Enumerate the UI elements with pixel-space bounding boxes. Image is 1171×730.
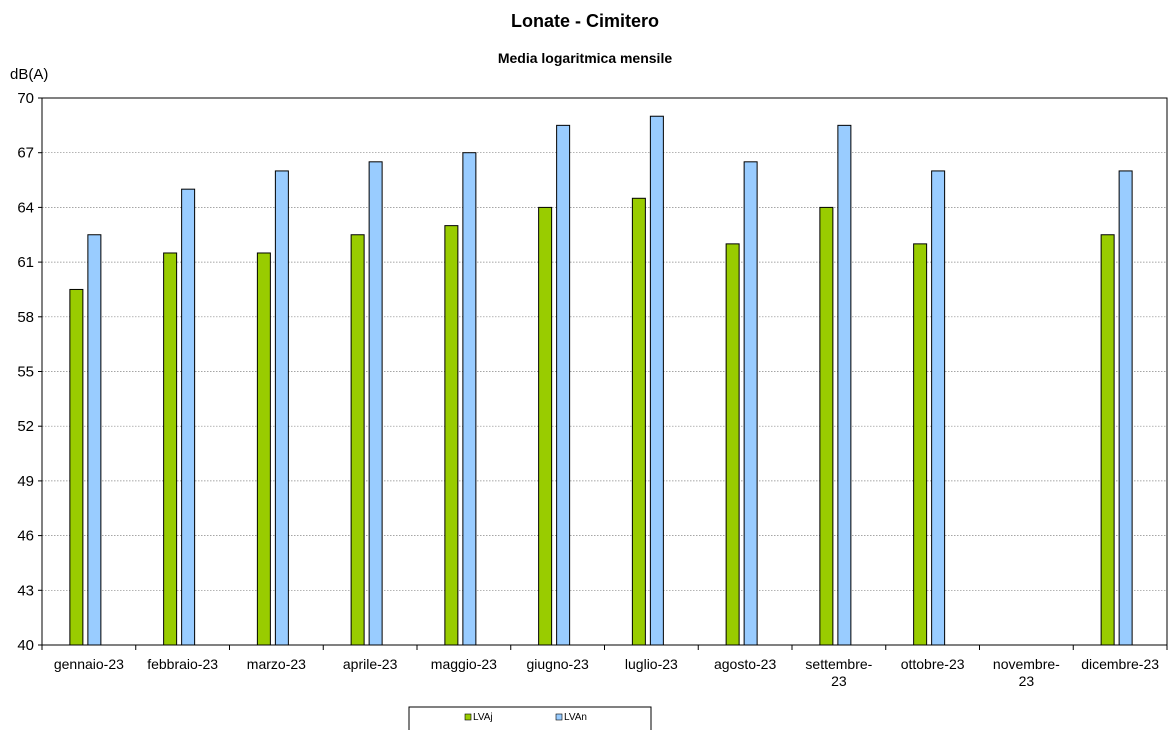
x-tick-label: febbraio-23 xyxy=(147,656,218,672)
x-tick-label: luglio-23 xyxy=(625,656,678,672)
bars xyxy=(69,115,1133,646)
x-tick-label: ottobre-23 xyxy=(901,656,965,672)
x-tick-label: dicembre-23 xyxy=(1081,656,1159,672)
y-tick-label: 40 xyxy=(17,637,34,654)
legend-label-lvan: LVAn xyxy=(564,712,587,723)
y-tick-label: 49 xyxy=(17,473,34,490)
y-tick-label: 67 xyxy=(17,145,34,162)
chart-title: Lonate - Cimitero xyxy=(511,11,659,31)
bar-lvan xyxy=(274,170,289,646)
y-tick-label: 70 xyxy=(17,90,34,107)
x-tick-label: 23 xyxy=(1019,673,1035,689)
bar-lvan xyxy=(87,234,102,646)
y-tick-label: 52 xyxy=(17,418,34,435)
x-tick-label: agosto-23 xyxy=(714,656,776,672)
legend-box xyxy=(408,706,652,730)
bar-lvaj xyxy=(913,243,928,646)
y-tick-label: 55 xyxy=(17,364,34,381)
bar-lvaj xyxy=(631,197,646,646)
y-tick-label: 43 xyxy=(17,582,34,599)
y-tick-label: 58 xyxy=(17,309,34,326)
chart-subtitle: Media logaritmica mensile xyxy=(498,50,672,66)
bar-lvan xyxy=(181,188,196,646)
x-tick-label: marzo-23 xyxy=(247,656,306,672)
bar-lvaj xyxy=(819,206,834,646)
x-tick-label: giugno-23 xyxy=(526,656,588,672)
bar-lvan xyxy=(837,124,852,646)
x-tick-label: gennaio-23 xyxy=(54,656,124,672)
bar-lvan xyxy=(649,115,664,646)
bar-lvan xyxy=(743,161,758,646)
bar-lvan xyxy=(1118,170,1133,646)
legend-swatch-lvaj xyxy=(464,713,472,721)
legend: LVAj LVAn xyxy=(408,706,652,730)
x-tick-label: settembre- xyxy=(805,656,872,672)
bar-lvaj xyxy=(444,225,459,646)
y-tick-label: 46 xyxy=(17,528,34,545)
bar-lvaj xyxy=(538,206,553,646)
y-tick-label: 64 xyxy=(17,199,34,216)
x-tick-label: novembre- xyxy=(993,656,1060,672)
bar-lvan xyxy=(556,124,571,646)
bar-lvaj xyxy=(163,252,178,646)
bar-lvaj xyxy=(256,252,271,646)
bar-lvan xyxy=(931,170,946,646)
plot-area-frame xyxy=(41,97,1168,646)
legend-label-lvaj: LVAj xyxy=(473,712,493,723)
y-axis-label: dB(A) xyxy=(10,66,48,83)
x-tick-label: 23 xyxy=(831,673,847,689)
gridlines xyxy=(42,152,1167,591)
x-tick-label: maggio-23 xyxy=(431,656,497,672)
y-tick-label: 61 xyxy=(17,254,34,271)
bar-lvaj xyxy=(725,243,740,646)
bar-lvaj xyxy=(350,234,365,646)
bar-lvan xyxy=(368,161,383,646)
bar-lvaj xyxy=(1100,234,1115,646)
x-axis-ticks: gennaio-23 febbraio-23 marzo-23 aprile-23 ma… xyxy=(41,645,1168,689)
bar-lvan xyxy=(462,152,477,646)
bar-lvaj xyxy=(69,288,84,646)
y-axis-ticks: 40 43 46 49 52 55 58 61 64 67 70 xyxy=(17,90,42,654)
x-tick-label: aprile-23 xyxy=(343,656,398,672)
legend-swatch-lvan xyxy=(555,713,563,721)
